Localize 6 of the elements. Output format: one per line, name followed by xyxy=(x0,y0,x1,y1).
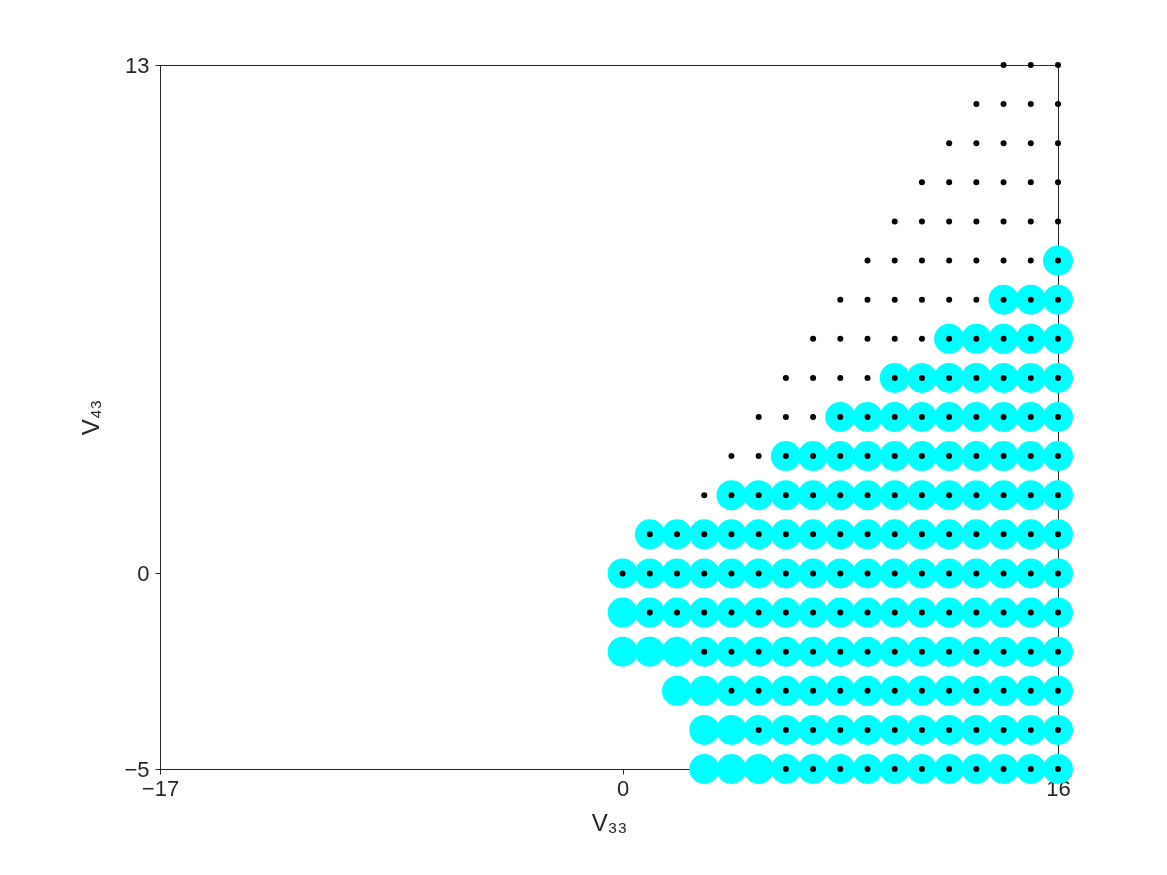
x-tick-label: 0 xyxy=(616,775,630,801)
y-tick-label: −5 xyxy=(124,756,150,782)
x-axis-title: V₃₃ xyxy=(591,808,628,836)
y-tick-label: 0 xyxy=(137,560,150,586)
y-axis-title: V₄₃ xyxy=(77,399,105,436)
y-tick-label: 13 xyxy=(125,52,150,78)
